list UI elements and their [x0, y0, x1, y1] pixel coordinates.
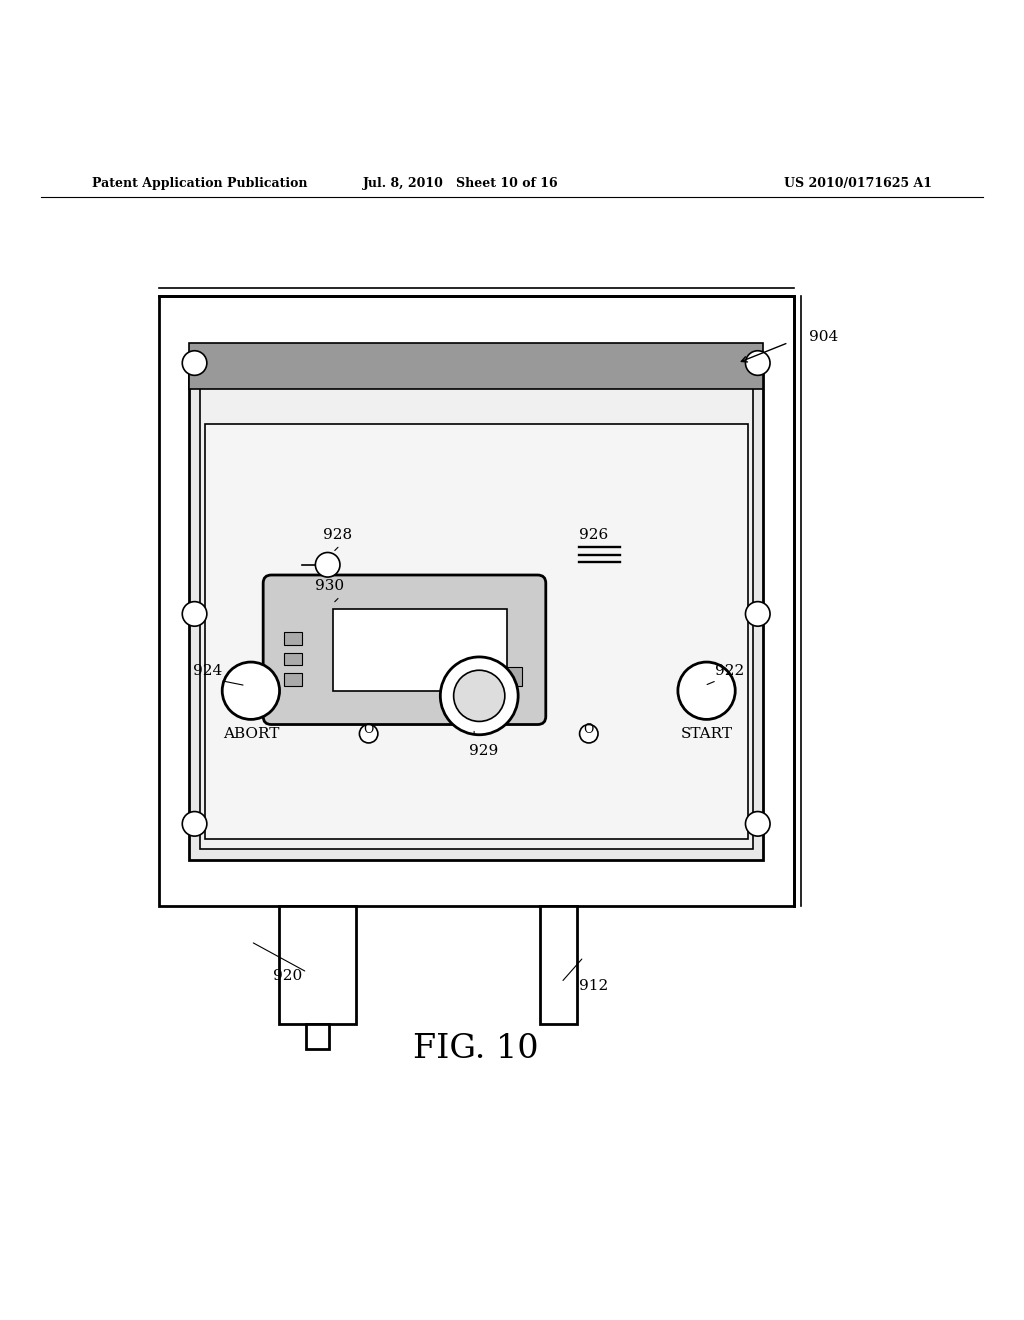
Text: US 2010/0171625 A1: US 2010/0171625 A1: [783, 177, 932, 190]
Text: Jul. 8, 2010   Sheet 10 of 16: Jul. 8, 2010 Sheet 10 of 16: [362, 177, 559, 190]
Text: 930: 930: [315, 579, 344, 594]
Bar: [284, 653, 302, 665]
Circle shape: [222, 663, 280, 719]
Text: 928: 928: [323, 528, 351, 543]
Text: 922: 922: [715, 664, 744, 678]
Circle shape: [359, 725, 378, 743]
Circle shape: [454, 671, 505, 722]
Circle shape: [182, 602, 207, 626]
Circle shape: [182, 351, 207, 375]
Text: O: O: [364, 723, 374, 737]
Text: 920: 920: [272, 969, 302, 982]
FancyBboxPatch shape: [263, 576, 546, 725]
Text: 929: 929: [469, 744, 499, 758]
Text: 924: 924: [193, 664, 222, 678]
Circle shape: [745, 351, 770, 375]
Circle shape: [678, 663, 735, 719]
Bar: [279, 906, 356, 1023]
Circle shape: [315, 553, 340, 577]
Circle shape: [580, 725, 598, 743]
Bar: [205, 425, 748, 840]
Text: ABORT: ABORT: [222, 726, 280, 741]
Circle shape: [440, 657, 518, 735]
Bar: [333, 609, 507, 690]
Text: 926: 926: [579, 528, 608, 543]
Text: 912: 912: [579, 979, 608, 993]
Text: FIG. 10: FIG. 10: [414, 1034, 539, 1065]
Circle shape: [182, 812, 207, 836]
Bar: [189, 343, 763, 388]
Bar: [159, 297, 794, 906]
Bar: [284, 673, 302, 685]
Bar: [200, 379, 753, 850]
Text: O: O: [584, 723, 594, 737]
Text: 904: 904: [809, 330, 839, 345]
Text: START: START: [681, 726, 732, 741]
Bar: [284, 632, 302, 644]
Bar: [540, 906, 577, 1023]
Circle shape: [745, 602, 770, 626]
Circle shape: [745, 812, 770, 836]
Bar: [502, 667, 522, 685]
Text: Patent Application Publication: Patent Application Publication: [92, 177, 307, 190]
Bar: [189, 368, 763, 859]
Bar: [306, 1023, 329, 1049]
